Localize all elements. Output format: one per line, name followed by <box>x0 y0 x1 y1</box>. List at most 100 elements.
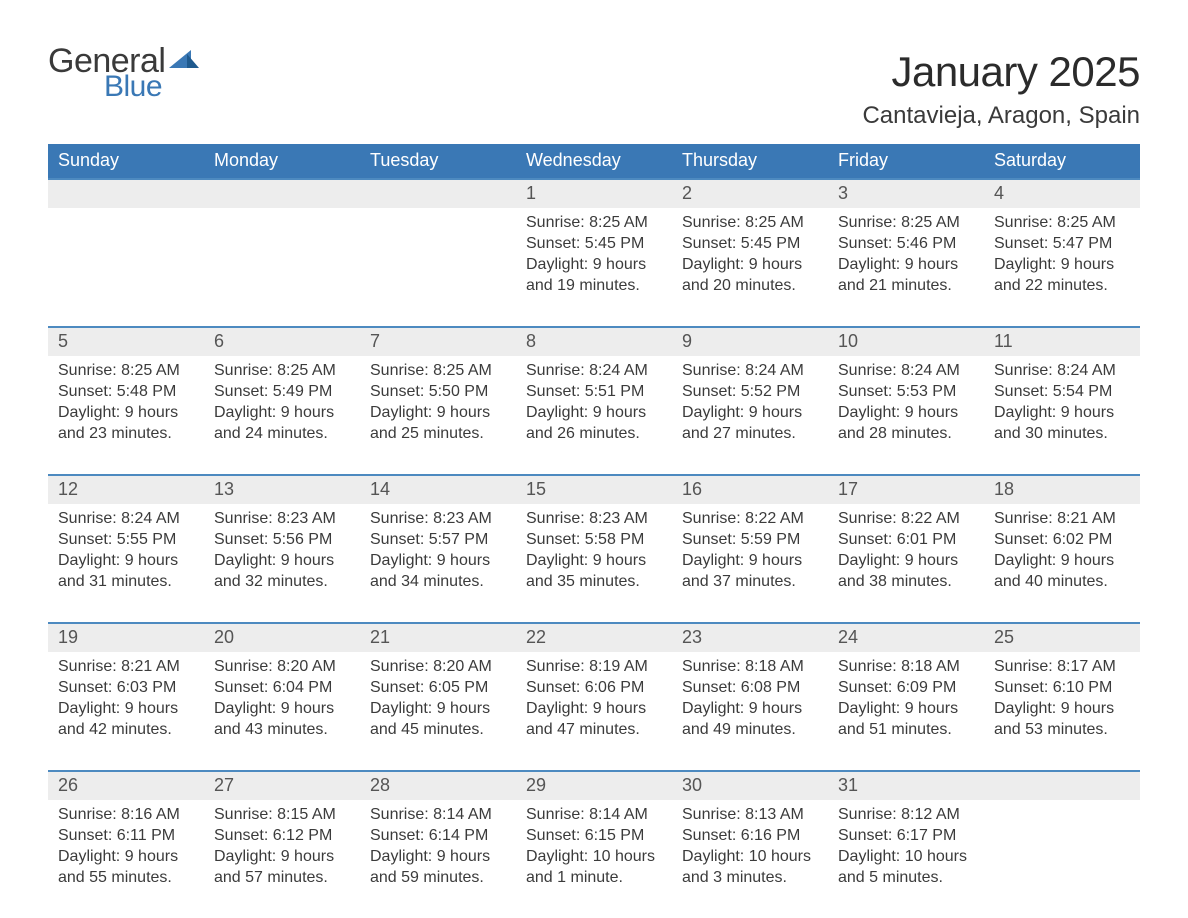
day-number: 26 <box>48 772 204 800</box>
sunrise-line: Sunrise: 8:25 AM <box>214 360 350 381</box>
sunrise-line: Sunrise: 8:23 AM <box>526 508 662 529</box>
daylight-line: Daylight: 9 hours and 35 minutes. <box>526 550 662 592</box>
calendar-day-cell: 27Sunrise: 8:15 AMSunset: 6:12 PMDayligh… <box>204 772 360 918</box>
daylight-line: Daylight: 9 hours and 49 minutes. <box>682 698 818 740</box>
sunset-line: Sunset: 6:10 PM <box>994 677 1130 698</box>
sunset-line: Sunset: 5:51 PM <box>526 381 662 402</box>
calendar-day-cell <box>984 772 1140 918</box>
sunrise-line: Sunrise: 8:24 AM <box>994 360 1130 381</box>
day-body <box>204 208 360 218</box>
day-number: 9 <box>672 328 828 356</box>
daylight-line: Daylight: 9 hours and 27 minutes. <box>682 402 818 444</box>
daylight-line: Daylight: 9 hours and 45 minutes. <box>370 698 506 740</box>
day-number: 11 <box>984 328 1140 356</box>
calendar-day-cell: 25Sunrise: 8:17 AMSunset: 6:10 PMDayligh… <box>984 624 1140 770</box>
sunrise-line: Sunrise: 8:13 AM <box>682 804 818 825</box>
day-number <box>48 180 204 208</box>
calendar-day-cell: 30Sunrise: 8:13 AMSunset: 6:16 PMDayligh… <box>672 772 828 918</box>
day-number <box>360 180 516 208</box>
calendar-day-cell <box>204 180 360 326</box>
sunrise-line: Sunrise: 8:18 AM <box>682 656 818 677</box>
sunrise-line: Sunrise: 8:14 AM <box>526 804 662 825</box>
calendar-day-cell <box>48 180 204 326</box>
calendar-day-cell: 19Sunrise: 8:21 AMSunset: 6:03 PMDayligh… <box>48 624 204 770</box>
daylight-line: Daylight: 9 hours and 42 minutes. <box>58 698 194 740</box>
daylight-line: Daylight: 10 hours and 1 minute. <box>526 846 662 888</box>
sunset-line: Sunset: 5:53 PM <box>838 381 974 402</box>
daylight-line: Daylight: 9 hours and 43 minutes. <box>214 698 350 740</box>
day-body: Sunrise: 8:20 AMSunset: 6:05 PMDaylight:… <box>360 652 516 746</box>
day-body: Sunrise: 8:15 AMSunset: 6:12 PMDaylight:… <box>204 800 360 894</box>
sunrise-line: Sunrise: 8:21 AM <box>994 508 1130 529</box>
weekday-header: Sunday Monday Tuesday Wednesday Thursday… <box>48 144 1140 178</box>
daylight-line: Daylight: 9 hours and 23 minutes. <box>58 402 194 444</box>
sunset-line: Sunset: 5:58 PM <box>526 529 662 550</box>
sunset-line: Sunset: 5:49 PM <box>214 381 350 402</box>
day-number: 30 <box>672 772 828 800</box>
day-number: 19 <box>48 624 204 652</box>
calendar: Sunday Monday Tuesday Wednesday Thursday… <box>48 144 1140 918</box>
day-body: Sunrise: 8:24 AMSunset: 5:52 PMDaylight:… <box>672 356 828 450</box>
calendar-day-cell: 28Sunrise: 8:14 AMSunset: 6:14 PMDayligh… <box>360 772 516 918</box>
day-body <box>48 208 204 218</box>
sunset-line: Sunset: 5:59 PM <box>682 529 818 550</box>
calendar-day-cell: 10Sunrise: 8:24 AMSunset: 5:53 PMDayligh… <box>828 328 984 474</box>
daylight-line: Daylight: 10 hours and 5 minutes. <box>838 846 974 888</box>
calendar-day-cell: 3Sunrise: 8:25 AMSunset: 5:46 PMDaylight… <box>828 180 984 326</box>
calendar-day-cell: 15Sunrise: 8:23 AMSunset: 5:58 PMDayligh… <box>516 476 672 622</box>
day-number: 4 <box>984 180 1140 208</box>
day-number: 29 <box>516 772 672 800</box>
sunset-line: Sunset: 6:15 PM <box>526 825 662 846</box>
day-body: Sunrise: 8:25 AMSunset: 5:49 PMDaylight:… <box>204 356 360 450</box>
day-number: 6 <box>204 328 360 356</box>
calendar-day-cell: 24Sunrise: 8:18 AMSunset: 6:09 PMDayligh… <box>828 624 984 770</box>
day-body: Sunrise: 8:24 AMSunset: 5:54 PMDaylight:… <box>984 356 1140 450</box>
day-body: Sunrise: 8:18 AMSunset: 6:08 PMDaylight:… <box>672 652 828 746</box>
calendar-day-cell <box>360 180 516 326</box>
calendar-day-cell: 7Sunrise: 8:25 AMSunset: 5:50 PMDaylight… <box>360 328 516 474</box>
day-number: 17 <box>828 476 984 504</box>
brand-mark-icon <box>169 46 199 72</box>
sunset-line: Sunset: 6:05 PM <box>370 677 506 698</box>
day-body: Sunrise: 8:18 AMSunset: 6:09 PMDaylight:… <box>828 652 984 746</box>
calendar-week-row: 12Sunrise: 8:24 AMSunset: 5:55 PMDayligh… <box>48 474 1140 622</box>
brand-logo: General Blue <box>48 40 199 102</box>
day-number: 23 <box>672 624 828 652</box>
sunset-line: Sunset: 5:57 PM <box>370 529 506 550</box>
sunrise-line: Sunrise: 8:24 AM <box>682 360 818 381</box>
daylight-line: Daylight: 9 hours and 30 minutes. <box>994 402 1130 444</box>
day-number: 22 <box>516 624 672 652</box>
daylight-line: Daylight: 9 hours and 34 minutes. <box>370 550 506 592</box>
weekday-label: Friday <box>828 144 984 178</box>
day-body <box>984 800 1140 810</box>
sunset-line: Sunset: 6:16 PM <box>682 825 818 846</box>
calendar-week-row: 5Sunrise: 8:25 AMSunset: 5:48 PMDaylight… <box>48 326 1140 474</box>
daylight-line: Daylight: 9 hours and 20 minutes. <box>682 254 818 296</box>
day-body: Sunrise: 8:22 AMSunset: 6:01 PMDaylight:… <box>828 504 984 598</box>
calendar-day-cell: 21Sunrise: 8:20 AMSunset: 6:05 PMDayligh… <box>360 624 516 770</box>
day-number <box>204 180 360 208</box>
calendar-week-row: 1Sunrise: 8:25 AMSunset: 5:45 PMDaylight… <box>48 178 1140 326</box>
sunrise-line: Sunrise: 8:25 AM <box>526 212 662 233</box>
day-number: 16 <box>672 476 828 504</box>
sunrise-line: Sunrise: 8:24 AM <box>526 360 662 381</box>
daylight-line: Daylight: 9 hours and 57 minutes. <box>214 846 350 888</box>
sunset-line: Sunset: 6:17 PM <box>838 825 974 846</box>
day-body: Sunrise: 8:23 AMSunset: 5:58 PMDaylight:… <box>516 504 672 598</box>
sunset-line: Sunset: 6:01 PM <box>838 529 974 550</box>
day-body: Sunrise: 8:21 AMSunset: 6:03 PMDaylight:… <box>48 652 204 746</box>
daylight-line: Daylight: 9 hours and 59 minutes. <box>370 846 506 888</box>
sunset-line: Sunset: 6:12 PM <box>214 825 350 846</box>
sunrise-line: Sunrise: 8:25 AM <box>838 212 974 233</box>
sunrise-line: Sunrise: 8:23 AM <box>214 508 350 529</box>
sunrise-line: Sunrise: 8:22 AM <box>838 508 974 529</box>
sunrise-line: Sunrise: 8:18 AM <box>838 656 974 677</box>
day-body: Sunrise: 8:23 AMSunset: 5:57 PMDaylight:… <box>360 504 516 598</box>
daylight-line: Daylight: 9 hours and 38 minutes. <box>838 550 974 592</box>
day-body: Sunrise: 8:17 AMSunset: 6:10 PMDaylight:… <box>984 652 1140 746</box>
day-number: 27 <box>204 772 360 800</box>
calendar-day-cell: 26Sunrise: 8:16 AMSunset: 6:11 PMDayligh… <box>48 772 204 918</box>
day-number: 1 <box>516 180 672 208</box>
sunset-line: Sunset: 5:52 PM <box>682 381 818 402</box>
day-body: Sunrise: 8:14 AMSunset: 6:15 PMDaylight:… <box>516 800 672 894</box>
